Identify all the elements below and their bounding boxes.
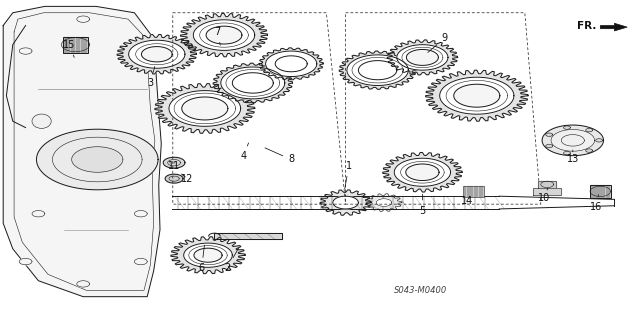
Text: 11: 11 [168, 161, 180, 171]
Text: 3: 3 [147, 66, 155, 88]
Polygon shape [72, 147, 123, 172]
Polygon shape [165, 174, 183, 183]
Polygon shape [406, 164, 439, 181]
Polygon shape [182, 97, 228, 120]
Polygon shape [180, 13, 268, 57]
Text: 14: 14 [461, 196, 474, 206]
Polygon shape [214, 233, 282, 239]
Bar [463, 186, 484, 197]
Bar [63, 37, 88, 53]
Polygon shape [141, 48, 154, 54]
Polygon shape [3, 6, 161, 297]
Polygon shape [266, 51, 317, 77]
Polygon shape [320, 190, 371, 215]
Polygon shape [546, 133, 552, 137]
Polygon shape [129, 40, 185, 68]
Polygon shape [206, 26, 242, 44]
Polygon shape [376, 199, 392, 206]
Polygon shape [117, 34, 196, 74]
Polygon shape [213, 63, 292, 103]
Polygon shape [564, 152, 570, 155]
Polygon shape [333, 196, 358, 209]
Polygon shape [169, 91, 241, 126]
Polygon shape [155, 84, 255, 133]
Polygon shape [366, 194, 402, 211]
Polygon shape [538, 181, 556, 188]
Polygon shape [406, 49, 438, 65]
Polygon shape [194, 248, 222, 262]
Polygon shape [141, 47, 172, 62]
Polygon shape [347, 55, 408, 85]
Polygon shape [339, 51, 416, 89]
Polygon shape [440, 77, 514, 114]
Polygon shape [32, 211, 45, 217]
Polygon shape [221, 67, 285, 99]
Polygon shape [551, 130, 595, 151]
Text: 10: 10 [538, 188, 550, 203]
Polygon shape [590, 186, 611, 197]
Polygon shape [383, 152, 462, 192]
Polygon shape [61, 38, 90, 52]
Polygon shape [454, 84, 500, 107]
Polygon shape [193, 20, 255, 50]
Text: 9: 9 [428, 33, 448, 52]
Text: 13: 13 [566, 150, 579, 165]
Polygon shape [134, 258, 147, 265]
Polygon shape [586, 149, 593, 152]
Polygon shape [394, 158, 451, 186]
Text: S043-M0400: S043-M0400 [394, 286, 447, 295]
Polygon shape [19, 258, 32, 265]
Text: 12: 12 [181, 174, 194, 184]
Polygon shape [533, 188, 561, 195]
Polygon shape [387, 40, 458, 75]
Polygon shape [546, 144, 552, 148]
Polygon shape [596, 139, 602, 142]
Polygon shape [19, 48, 32, 54]
Polygon shape [163, 157, 185, 168]
Polygon shape [542, 125, 604, 156]
Polygon shape [134, 211, 147, 217]
Polygon shape [36, 129, 158, 190]
Text: 2: 2 [224, 248, 239, 273]
Polygon shape [77, 16, 90, 22]
Text: 1: 1 [345, 161, 352, 189]
Polygon shape [426, 70, 528, 121]
Text: 7: 7 [214, 27, 221, 45]
Polygon shape [397, 45, 448, 70]
Text: 8: 8 [265, 148, 294, 165]
Text: 16: 16 [590, 195, 603, 212]
Polygon shape [564, 126, 570, 129]
Polygon shape [171, 237, 245, 274]
Text: 15: 15 [63, 40, 76, 57]
Text: 5: 5 [419, 194, 426, 216]
Text: FR.: FR. [577, 21, 596, 32]
Text: 6: 6 [198, 245, 205, 273]
Ellipse shape [32, 114, 51, 129]
Text: 4: 4 [240, 143, 248, 161]
Polygon shape [600, 23, 627, 31]
Polygon shape [259, 48, 323, 80]
Polygon shape [586, 129, 593, 132]
Polygon shape [184, 243, 232, 267]
Polygon shape [77, 281, 90, 287]
Bar [590, 185, 611, 198]
